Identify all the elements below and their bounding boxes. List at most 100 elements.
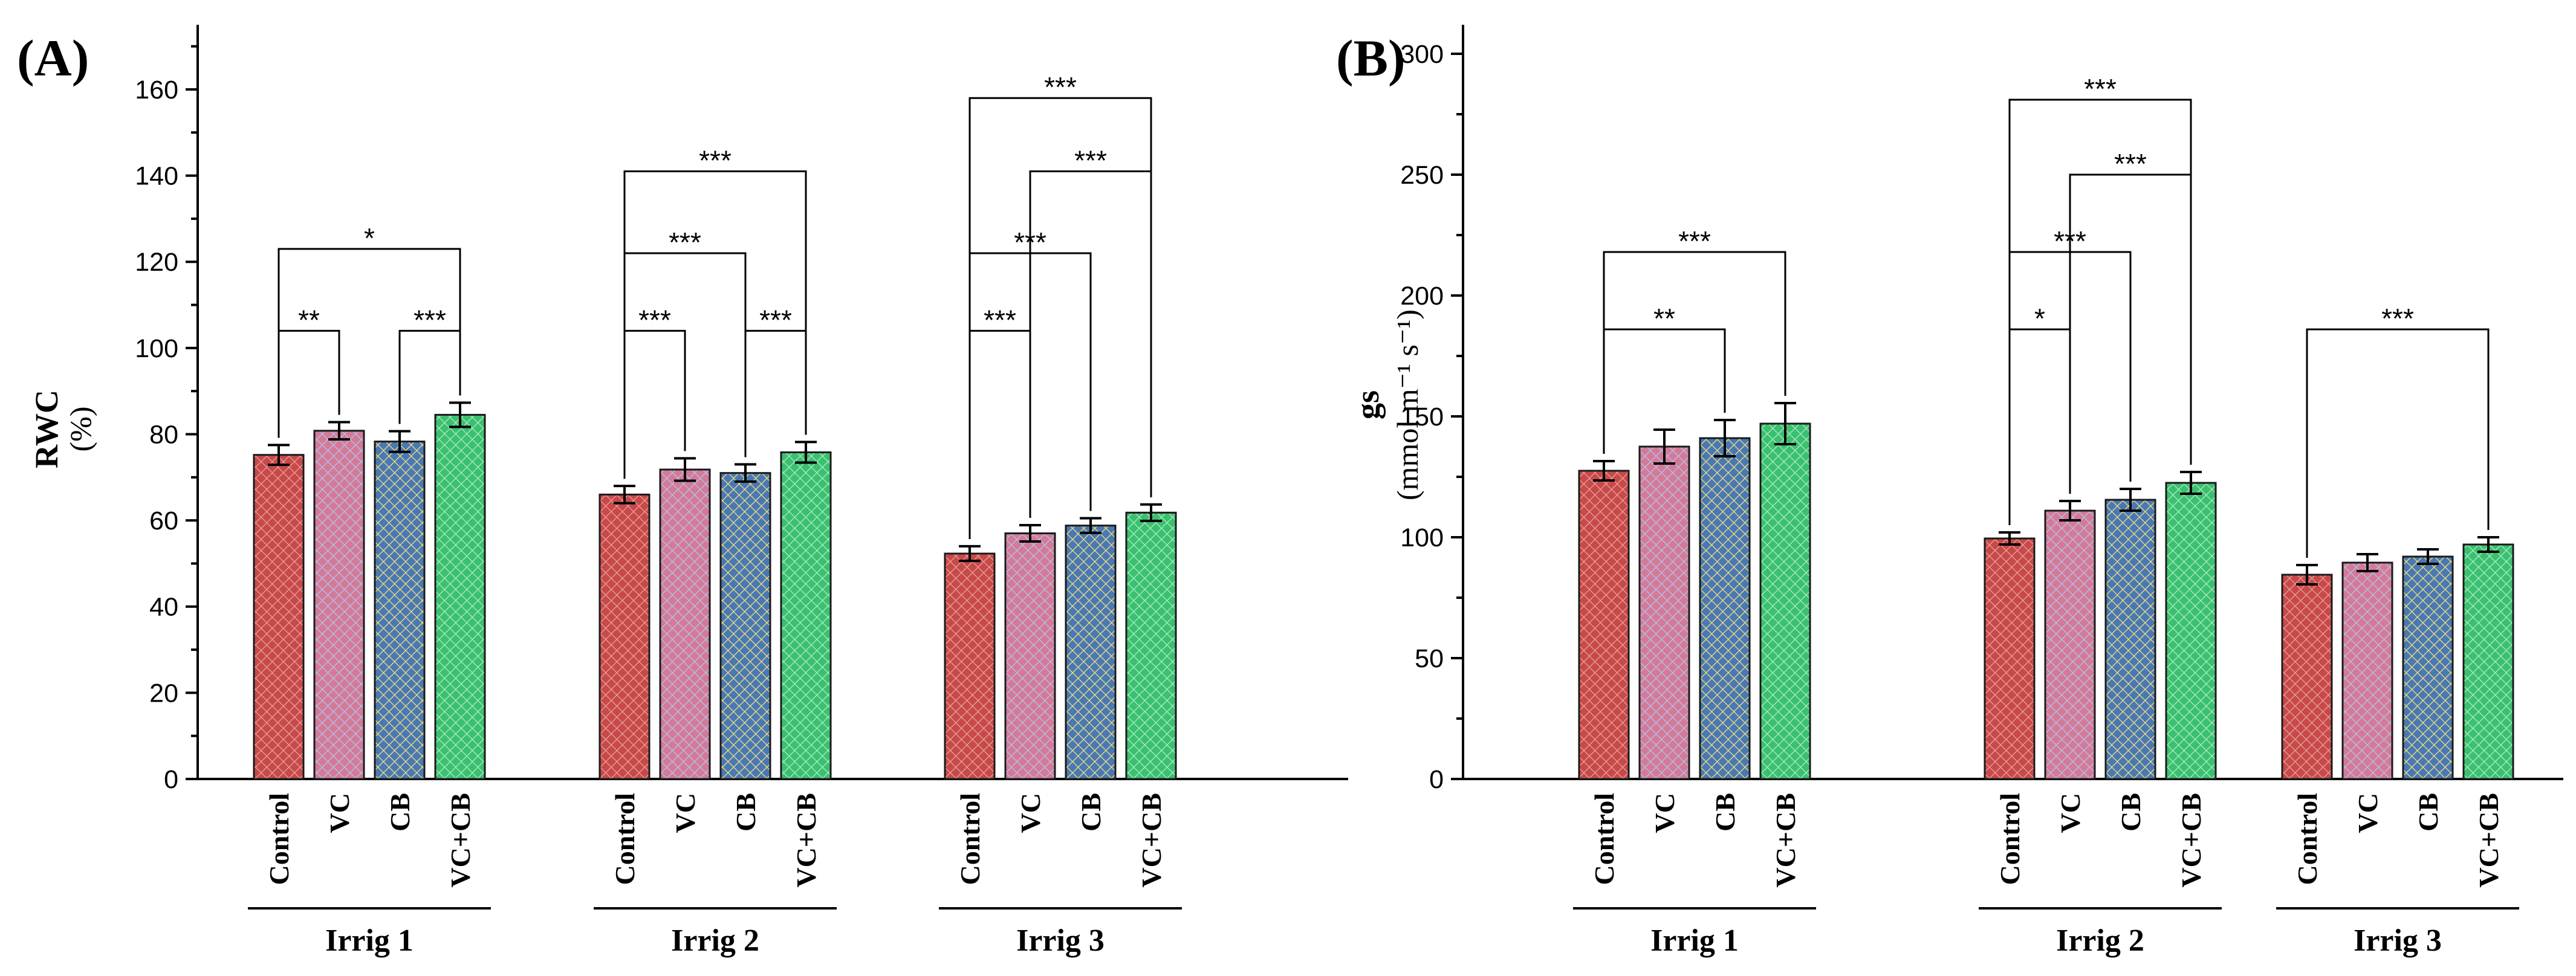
error-bar-vc [674, 457, 696, 482]
bar-control [1578, 470, 1630, 780]
bar-vc-plus-cb [1125, 511, 1177, 780]
group-irrig-3-a: Control VC CB VC+CB************Irrig 3 [939, 71, 1182, 958]
x-tick-label-vc: VC [1015, 793, 1046, 833]
significance-label: *** [1074, 144, 1107, 176]
group-irrig-1-b: Control VC CB VC+CB*****Irrig 1 [1573, 225, 1816, 958]
error-bar-cb [1080, 517, 1101, 534]
significance-label: *** [1678, 225, 1711, 257]
significance-bracket [968, 329, 1031, 539]
bar-control [599, 493, 650, 780]
significance-label: *** [669, 227, 701, 258]
bar-vc-plus-cb [1759, 422, 1811, 780]
bar-cb [1065, 525, 1117, 780]
x-tick-label-control: Control [264, 793, 294, 885]
group-irrig-2-a: Control VC CB VC+CB *** *** *** *** Irrig 2 [594, 144, 837, 958]
panel-b: (B) gs (mmol m⁻¹ s⁻¹) 0 50 100 150 200 250 300… [1336, 25, 2563, 958]
significance-bracket [2008, 328, 2071, 525]
panel-label-a: (A) [17, 29, 89, 87]
x-tick-label-vc: VC [670, 793, 701, 833]
significance-label: *** [699, 144, 732, 176]
significance-bracket [398, 329, 461, 424]
bar-vc-plus-cb [434, 413, 486, 780]
error-bar-vc [328, 421, 350, 441]
significance-label: *** [759, 304, 792, 335]
x-tick-label-vc: VC [2352, 793, 2383, 833]
error-bar-vc-plus-cb [2477, 536, 2499, 553]
error-bar-control [268, 444, 290, 467]
panel-a: (A) RWC (%) 0 20 40 60 80 100 120 140 160 Control… [17, 25, 1348, 958]
group-label: Irrig 2 [2056, 923, 2144, 958]
significance-bracket [623, 329, 686, 479]
y-tick-label-b: 150 [1400, 402, 1444, 431]
significance-bracket [968, 97, 1152, 539]
error-bar-cb [2417, 548, 2439, 565]
bar-vc [659, 468, 711, 780]
error-bar-vc [2357, 553, 2378, 572]
bar-cb [1699, 437, 1751, 780]
bar-vc [2044, 509, 2096, 780]
bar-control [944, 552, 996, 780]
x-tick-label-control: Control [955, 793, 985, 885]
x-tick-label-vc-plus-cb: VC+CB [2176, 793, 2207, 888]
y-tick-label-b: 100 [1400, 523, 1444, 552]
significance-label: *** [414, 304, 446, 335]
error-bar-cb [389, 430, 410, 453]
y-tick-label-a: 140 [135, 162, 178, 191]
significance-label: * [2034, 303, 2045, 334]
error-bar-vc [2059, 500, 2081, 522]
x-tick-label-vc: VC [1649, 793, 1680, 833]
x-tick-label-control: Control [1589, 793, 1620, 885]
significance-label: *** [2084, 73, 2117, 105]
bar-vc [2341, 561, 2393, 780]
x-tick-label-vc: VC [324, 793, 355, 833]
x-tick-label-cb: CB [730, 793, 761, 832]
error-bar-control [1593, 460, 1615, 482]
error-bar-cb [2120, 488, 2141, 512]
significance-label: *** [2381, 303, 2414, 334]
panel-label-b: (B) [1336, 29, 1406, 87]
group-label: Irrig 3 [1016, 923, 1105, 958]
error-bar-cb [735, 463, 756, 483]
significance-bracket [744, 329, 807, 457]
significance-label: *** [984, 304, 1016, 335]
significance-label: *** [2114, 148, 2147, 179]
bar-vc-plus-cb [2165, 482, 2217, 780]
error-bar-control [614, 485, 635, 505]
x-tick-label-vc-plus-cb: VC+CB [791, 793, 822, 888]
y-tick-label-a: 40 [149, 593, 178, 622]
error-bar-control [1999, 531, 2020, 546]
x-tick-label-cb: CB [2115, 793, 2146, 832]
bar-cb [719, 472, 771, 780]
y-axis-unit-a: (%) [63, 407, 97, 452]
error-bar-vc-plus-cb [1774, 402, 1796, 445]
significance-label: *** [1044, 71, 1077, 103]
significance-label: ** [298, 304, 320, 335]
significance-label: * [364, 222, 375, 254]
y-axis-unit-b: (mmol m⁻¹ s⁻¹) [1390, 309, 1424, 500]
error-bar-vc-plus-cb [1140, 503, 1162, 522]
error-bar-vc [1653, 428, 1675, 465]
significance-label: *** [638, 304, 671, 335]
error-bar-vc [1019, 523, 1041, 543]
x-tick-label-cb: CB [1075, 793, 1106, 832]
bar-cb [2104, 499, 2156, 780]
bar-cb [2402, 555, 2454, 780]
significance-bracket [623, 170, 807, 479]
error-bar-vc-plus-cb [449, 401, 471, 428]
x-tick-label-vc-plus-cb: VC+CB [1136, 793, 1167, 888]
group-label: Irrig 1 [325, 923, 414, 958]
y-tick-label-b: 300 [1400, 40, 1444, 69]
y-axis-label-a: RWC [28, 390, 65, 468]
group-label: Irrig 1 [1650, 923, 1739, 958]
x-tick-label-cb: CB [384, 793, 415, 832]
group-label: Irrig 2 [671, 923, 759, 958]
x-tick-label-cb: CB [1710, 793, 1741, 832]
significance-label: ** [1653, 303, 1675, 334]
y-tick-label-b: 200 [1400, 282, 1444, 311]
error-bar-control [2296, 564, 2318, 586]
bar-cb [374, 441, 426, 780]
group-irrig-2-b: Control VC CB VC+CB**********Irrig 2 [1979, 73, 2222, 958]
